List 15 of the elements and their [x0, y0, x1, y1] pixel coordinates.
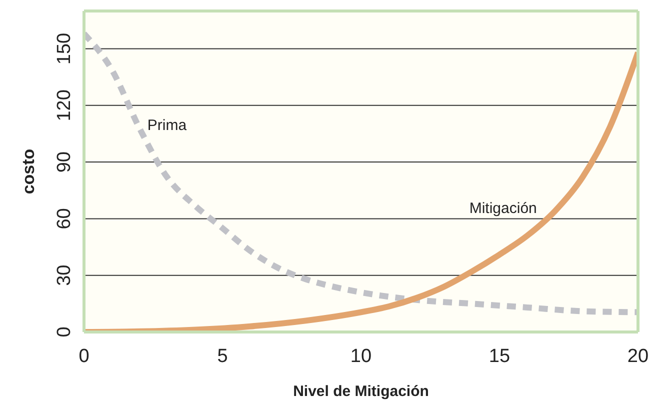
y-tick-label: 60: [54, 208, 75, 230]
y-tick-label: 150: [54, 32, 75, 65]
x-tick-label: 20: [627, 346, 649, 367]
y-tick-label: 30: [54, 264, 75, 286]
x-tick-label: 0: [78, 346, 90, 367]
x-tick-label: 5: [217, 346, 228, 367]
y-axis-title: costo: [19, 148, 38, 194]
series-label: Prima: [147, 117, 188, 134]
y-tick-label: 0: [54, 326, 75, 338]
x-axis-title: Nivel de Mitigación: [293, 383, 429, 400]
y-tick-label: 90: [54, 151, 75, 173]
y-tick-label: 120: [54, 90, 75, 122]
x-tick-label: 15: [488, 346, 510, 367]
x-tick-label: 10: [350, 346, 372, 367]
series-label: Mitigación: [469, 200, 537, 218]
